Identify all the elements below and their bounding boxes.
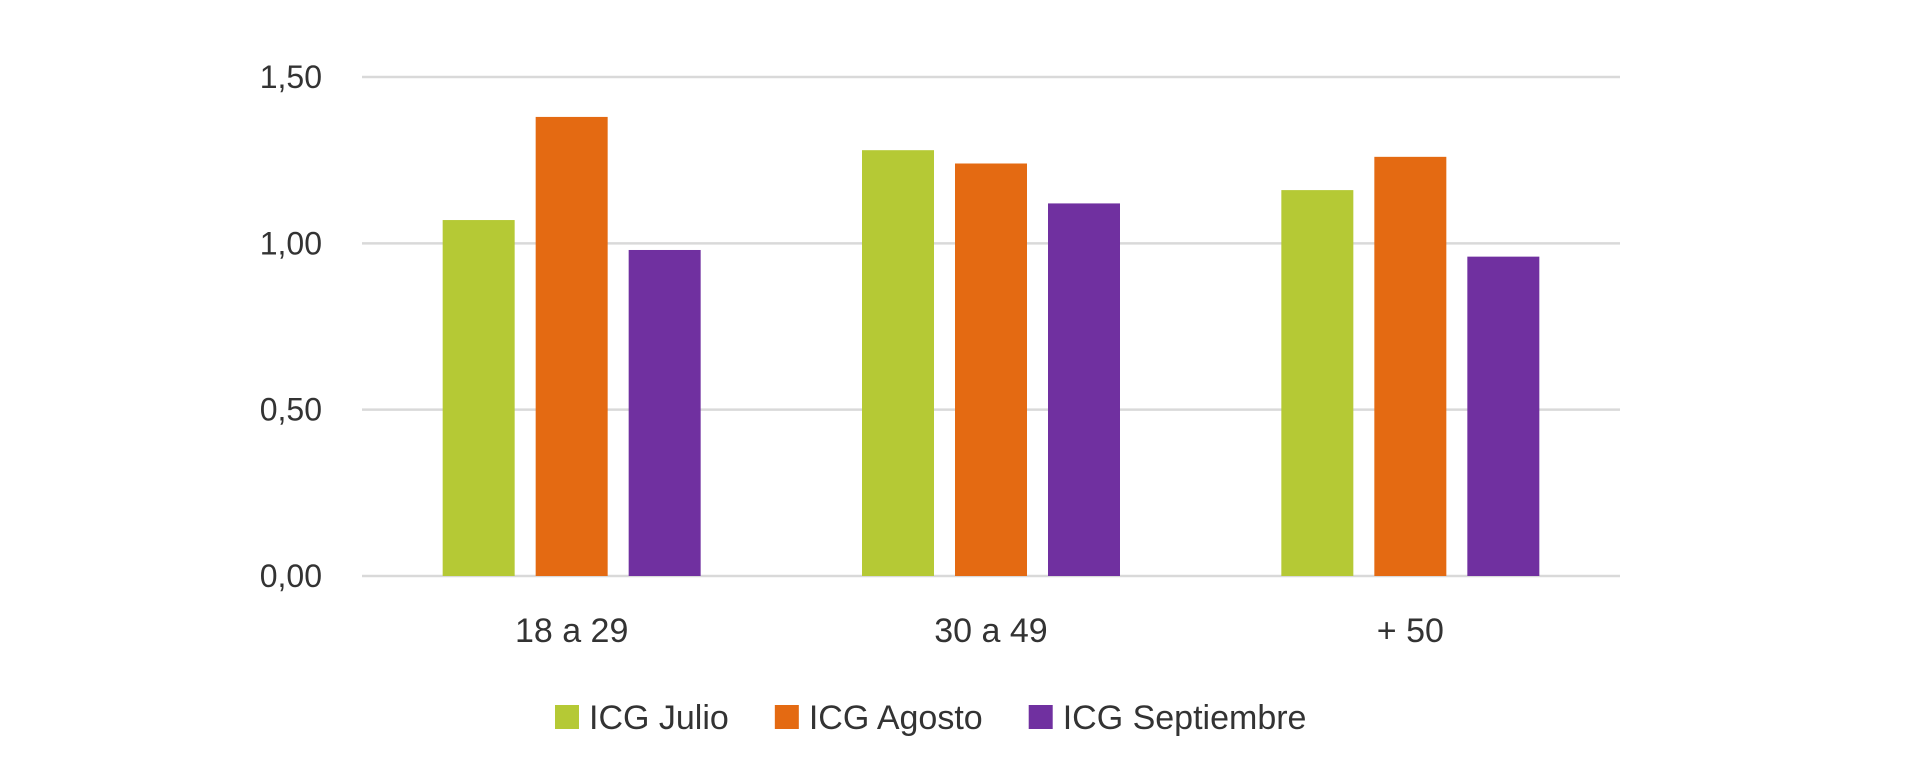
y-axis-tick-labels: 0,00 0,50 1,00 1,50 <box>260 59 322 594</box>
x-axis-category-labels: 18 a 29 30 a 49 + 50 <box>515 612 1444 650</box>
y-tick-label: 0,00 <box>260 558 322 594</box>
bar <box>628 249 701 576</box>
x-category-label: 30 a 49 <box>934 612 1047 650</box>
x-category-label: + 50 <box>1377 612 1444 650</box>
legend-label: ICG Agosto <box>809 699 983 737</box>
y-tick-label: 0,50 <box>260 392 322 428</box>
bars <box>442 116 1540 577</box>
legend-label: ICG Julio <box>589 699 729 737</box>
legend-swatch <box>555 705 579 729</box>
legend: ICG Julio ICG Agosto ICG Septiembre <box>555 699 1306 737</box>
y-tick-label: 1,00 <box>260 225 322 261</box>
bar <box>535 116 608 577</box>
legend-swatch <box>774 705 799 729</box>
legend-swatch <box>1028 705 1053 729</box>
bar <box>1467 256 1540 576</box>
bar <box>1048 203 1120 576</box>
bar <box>955 163 1027 576</box>
bar <box>1281 190 1354 576</box>
legend-label: ICG Septiembre <box>1063 699 1307 737</box>
x-category-label: 18 a 29 <box>515 612 628 650</box>
bar <box>862 150 934 577</box>
y-tick-label: 1,50 <box>260 59 322 95</box>
bar <box>442 220 515 576</box>
bar <box>1374 156 1447 576</box>
